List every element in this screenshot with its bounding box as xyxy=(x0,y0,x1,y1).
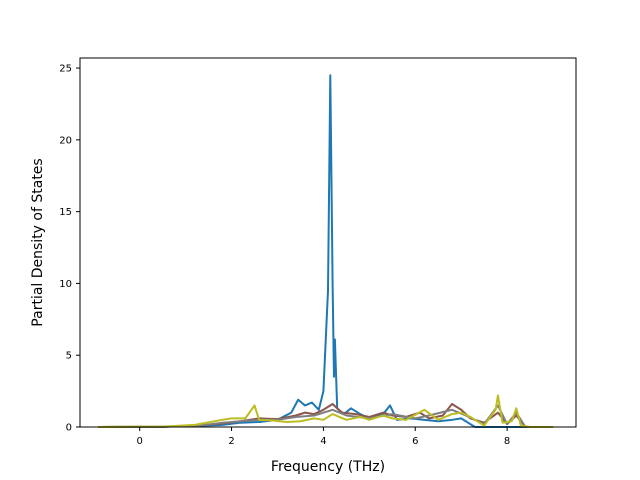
x-axis-ticks: 0 2 4 6 8 xyxy=(137,427,510,447)
x-axis-label: Frequency (THz) xyxy=(271,459,385,475)
x-tick-label: 8 xyxy=(504,436,510,447)
y-axis-label: Partial Density of States xyxy=(30,158,46,326)
y-tick-label: 5 xyxy=(66,351,72,362)
x-tick-label: 6 xyxy=(412,436,418,447)
y-tick-label: 15 xyxy=(59,207,72,218)
plot-frame xyxy=(79,57,577,428)
x-tick-label: 0 xyxy=(137,436,143,447)
y-tick-label: 25 xyxy=(59,64,72,75)
series-layer xyxy=(98,74,554,428)
y-axis-ticks: 0 5 10 15 20 25 xyxy=(59,64,80,434)
x-tick-label: 4 xyxy=(320,436,326,447)
x-tick-label: 2 xyxy=(228,436,234,447)
y-tick-label: 10 xyxy=(59,279,72,290)
series-line-4 xyxy=(98,394,554,428)
y-tick-label: 0 xyxy=(66,423,72,434)
y-tick-label: 20 xyxy=(59,135,72,146)
